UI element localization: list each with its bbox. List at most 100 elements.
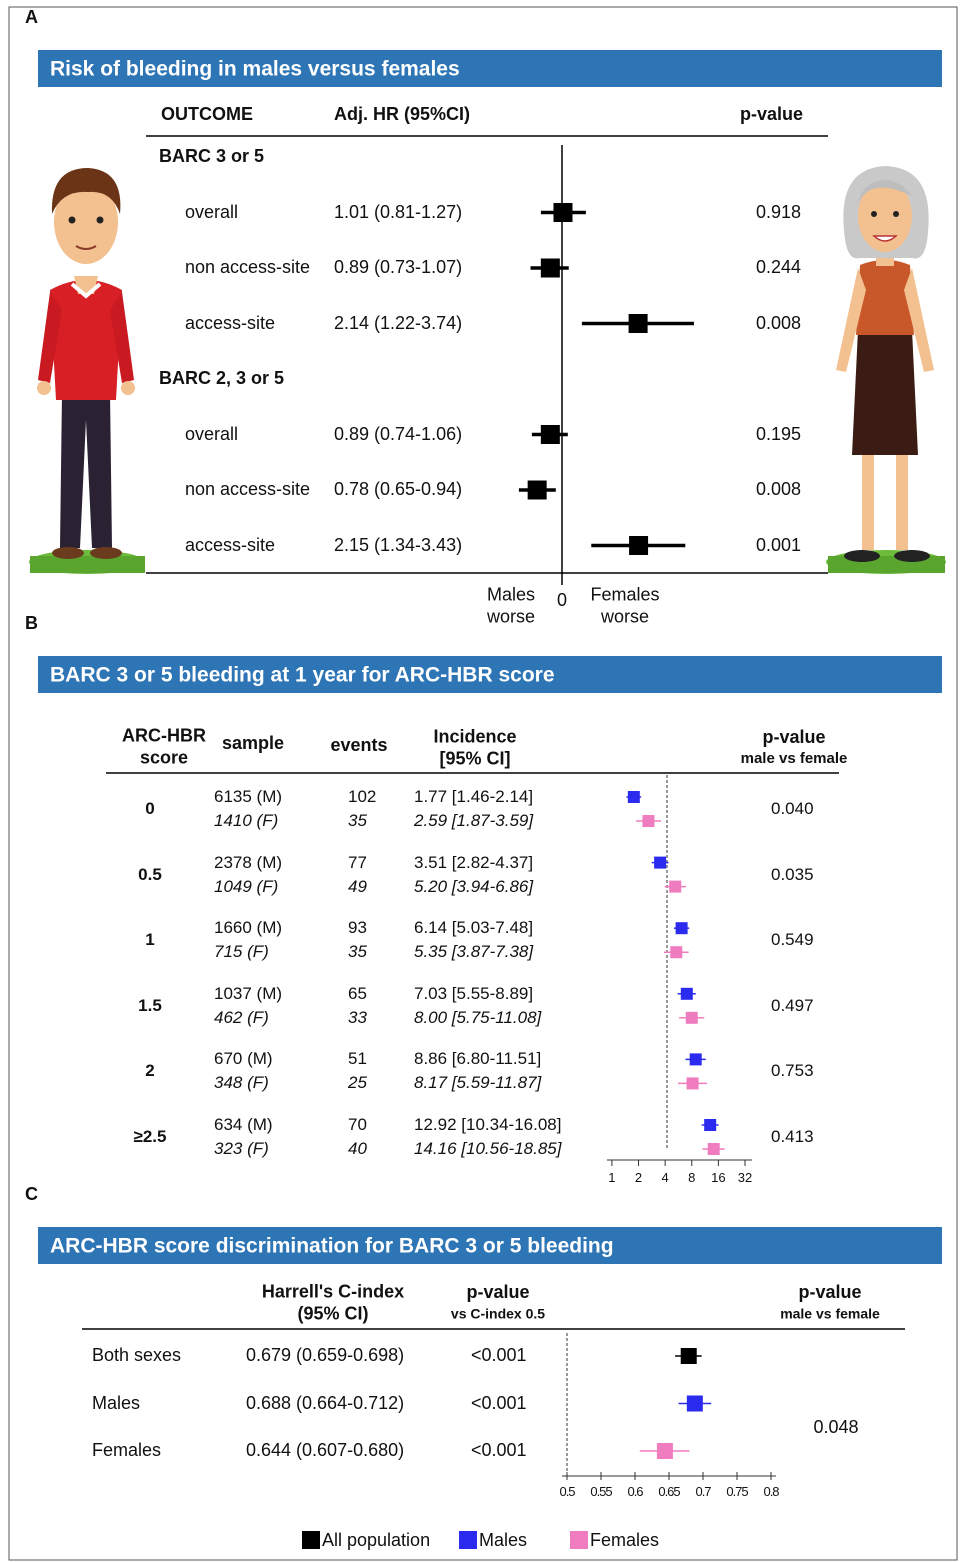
incidence-marker (654, 856, 667, 869)
score-label: ≥2.5 (133, 1126, 167, 1146)
man-illustration (29, 168, 145, 574)
x-tick-label: 0.7 (695, 1484, 711, 1500)
x-tick-label: 1 (608, 1170, 616, 1186)
column-header: p-value (798, 1282, 862, 1303)
column-subheader: male vs female (740, 750, 848, 767)
title-bar (38, 1227, 942, 1264)
x-tick-label: 8 (688, 1170, 696, 1186)
sample-label: 1049 (F) (214, 876, 279, 896)
sample-label: 1037 (M) (214, 983, 283, 1003)
row-label: Males (92, 1392, 141, 1413)
events-label: 51 (348, 1049, 367, 1069)
incidence-label: 2.59 [1.87-3.59] (414, 810, 534, 830)
events-label: 70 (348, 1114, 367, 1134)
legend-label: Males (479, 1530, 528, 1551)
hr-marker (628, 314, 648, 333)
incidence-label: 8.86 [6.80-11.51] (414, 1049, 542, 1069)
sample-label: 670 (M) (214, 1049, 273, 1069)
incidence-marker (689, 1053, 702, 1066)
sample-label: 2378 (M) (214, 852, 283, 872)
column-subheader: vs C-index 0.5 (450, 1305, 546, 1322)
p-value: 0.244 (756, 257, 802, 278)
incidence-marker (669, 880, 682, 893)
legend-label: Females (590, 1530, 660, 1551)
panel-label: A (25, 7, 38, 28)
column-header: p-value (740, 104, 804, 125)
x-tick-label: 0.75 (726, 1484, 748, 1500)
hr-marker (540, 258, 560, 278)
incidence-label: 3.51 [2.82-4.37] (414, 852, 534, 872)
p-value: 0.035 (771, 864, 814, 884)
column-header: p-value (466, 1282, 530, 1303)
incidence-marker (670, 946, 683, 959)
column-header: OUTCOME (161, 104, 253, 125)
hr-label: 2.14 (1.22-3.74) (334, 312, 463, 333)
column-subheader: male vs female (780, 1305, 880, 1322)
incidence-label: 8.00 [5.75-11.08] (414, 1007, 542, 1027)
score-label: 0.5 (138, 864, 162, 884)
incidence-marker (704, 1119, 717, 1131)
events-label: 35 (348, 810, 367, 830)
x-tick-label: 0.55 (590, 1484, 612, 1500)
x-tick-label: 0.5 (559, 1484, 575, 1500)
row-label: Both sexes (92, 1345, 182, 1366)
c-index-marker (680, 1348, 697, 1364)
p-value: 0.918 (756, 201, 802, 222)
p-value: <0.001 (471, 1345, 527, 1366)
title-bar (38, 656, 942, 693)
group-label: BARC 3 or 5 (159, 146, 265, 167)
column-header: ARC-HBR score (122, 725, 206, 767)
axis-label: Females worse (590, 584, 660, 626)
events-label: 77 (348, 852, 367, 872)
hr-marker (553, 203, 573, 222)
events-label: 93 (348, 917, 367, 937)
x-tick-label: 4 (661, 1170, 669, 1186)
hr-label: 0.89 (0.74-1.06) (334, 423, 463, 444)
hr-label: 0.89 (0.73-1.07) (334, 257, 463, 278)
sample-label: 6135 (M) (214, 786, 283, 806)
panel-label: C (25, 1184, 38, 1205)
incidence-label: 12.92 [10.34-16.08] (414, 1114, 562, 1134)
events-label: 35 (348, 941, 367, 961)
row-label: overall (185, 201, 239, 222)
score-label: 0 (145, 798, 155, 818)
incidence-label: 6.14 [5.03-7.48] (414, 917, 534, 937)
incidence-label: 7.03 [5.55-8.89] (414, 983, 534, 1003)
score-label: 2 (145, 1061, 155, 1081)
row-label: access-site (185, 312, 276, 333)
incidence-marker (685, 1011, 698, 1024)
sample-label: 323 (F) (214, 1138, 269, 1158)
x-tick-label: 0.8 (763, 1484, 779, 1500)
incidence-marker (675, 922, 688, 935)
incidence-label: 5.35 [3.87-7.38] (414, 941, 534, 961)
legend-swatch (459, 1531, 477, 1549)
x-tick-label: 0 (556, 590, 568, 611)
hr-marker (527, 480, 547, 500)
column-header: Adj. HR (95%CI) (334, 104, 471, 125)
hr-marker (629, 536, 649, 555)
sample-label: 715 (F) (214, 941, 269, 961)
legend-label: All population (322, 1530, 431, 1551)
incidence-marker (707, 1143, 720, 1155)
sample-label: 462 (F) (214, 1007, 269, 1027)
score-label: 1 (145, 929, 155, 949)
c-index-marker (656, 1443, 673, 1459)
column-header: Harrell's C-index (95% CI) (261, 1281, 405, 1323)
incidence-label: 1.77 [1.46-2.14] (414, 786, 534, 806)
p-value: 0.413 (771, 1126, 814, 1146)
x-tick-label: 16 (711, 1170, 726, 1186)
c-index-label: 0.644 (0.607-0.680) (246, 1440, 405, 1461)
sample-label: 1660 (M) (214, 917, 283, 937)
woman-illustration (826, 166, 946, 574)
hr-marker (540, 425, 560, 444)
p-value: 0.549 (771, 929, 814, 949)
group-label: BARC 2, 3 or 5 (159, 368, 285, 389)
incidence-marker (680, 987, 693, 1000)
row-label: non access-site (185, 257, 311, 278)
hr-label: 1.01 (0.81-1.27) (334, 201, 463, 222)
panel-label: B (25, 613, 38, 634)
events-label: 49 (348, 876, 367, 896)
incidence-label: 5.20 [3.94-6.86] (414, 876, 534, 896)
